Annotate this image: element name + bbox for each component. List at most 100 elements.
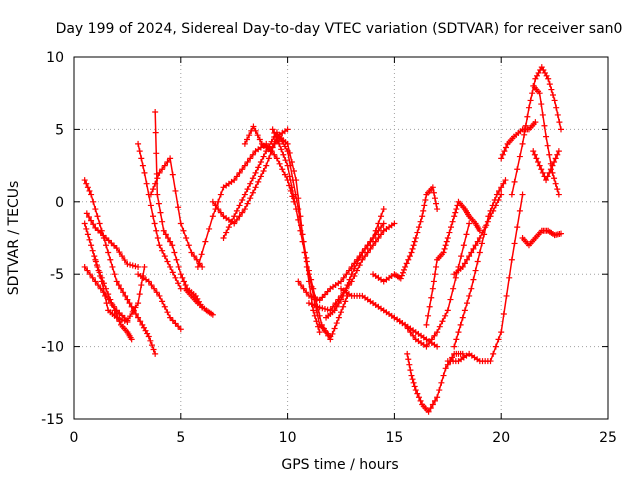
data-point-marker [119, 316, 126, 323]
data-point-marker [244, 136, 251, 143]
data-point-marker [398, 272, 405, 279]
data-point-marker [372, 231, 379, 238]
data-point-marker [442, 312, 449, 319]
data-point-marker [316, 312, 323, 319]
data-point-marker [500, 311, 507, 318]
data-point-marker [308, 301, 315, 308]
data-point-marker [139, 162, 146, 169]
data-point-marker [558, 230, 565, 237]
data-point-marker [154, 175, 161, 182]
data-point-marker [181, 278, 188, 285]
data-point-marker [457, 321, 464, 328]
data-point-marker [431, 271, 438, 278]
data-point-marker [411, 238, 418, 245]
data-point-marker [228, 218, 235, 225]
series-sat-y [451, 177, 509, 350]
data-point-marker [161, 253, 168, 260]
data-point-marker [173, 256, 180, 263]
data-point-marker [436, 323, 443, 330]
data-point-marker [164, 158, 171, 165]
data-point-marker [91, 253, 98, 260]
data-point-marker [478, 240, 485, 247]
data-point-marker [417, 218, 424, 225]
data-point-marker [500, 180, 507, 187]
data-point-marker [316, 329, 323, 336]
data-point-marker [301, 249, 308, 256]
y-tick-label: 0 [55, 195, 64, 211]
data-point-marker [348, 271, 355, 278]
data-point-marker [544, 142, 551, 149]
data-point-marker [116, 249, 123, 256]
data-point-marker [406, 361, 413, 368]
data-point-marker [267, 148, 274, 155]
data-point-marker [324, 288, 331, 295]
series-sat-j [182, 285, 216, 318]
y-tick-label: 5 [55, 122, 64, 138]
data-point-marker [429, 285, 436, 292]
data-point-marker [455, 329, 462, 336]
data-point-marker [154, 235, 161, 241]
data-point-marker [185, 242, 192, 249]
data-point-marker [273, 155, 280, 162]
data-point-marker [476, 235, 483, 241]
data-point-marker [421, 202, 428, 209]
data-point-marker [249, 151, 256, 158]
data-point-marker [378, 224, 385, 231]
data-point-marker [265, 155, 272, 162]
data-point-marker [429, 184, 436, 191]
data-point-marker [94, 213, 101, 220]
data-point-marker [525, 104, 532, 111]
data-point-marker [295, 278, 302, 285]
series-sat-d [83, 210, 142, 270]
data-point-marker [169, 317, 176, 324]
series-sat-q [305, 220, 398, 314]
data-point-marker [284, 177, 291, 184]
data-point-marker [535, 158, 542, 165]
data-point-marker [138, 282, 145, 289]
data-point-marker [183, 235, 190, 241]
data-point-marker [408, 249, 415, 256]
data-point-marker [406, 253, 413, 260]
data-point-marker [127, 261, 134, 268]
data-point-marker [431, 332, 438, 339]
data-point-marker [546, 169, 553, 176]
x-axis-label: GPS time / hours [281, 457, 398, 473]
data-point-marker [558, 126, 565, 133]
data-point-marker [247, 155, 254, 162]
data-point-marker [105, 296, 112, 303]
data-point-marker [274, 137, 281, 144]
data-point-marker [370, 242, 377, 249]
data-point-marker [459, 350, 466, 357]
data-point-marker [442, 365, 449, 372]
series-sat-i [147, 155, 206, 270]
data-point-marker [547, 166, 554, 173]
data-point-marker [521, 131, 528, 138]
y-axis-label: SDTVAR / TECUs [6, 181, 22, 296]
data-point-marker [231, 213, 238, 220]
data-point-marker [111, 271, 118, 278]
data-point-marker [409, 376, 416, 383]
data-point-marker [246, 132, 253, 139]
data-point-marker [279, 166, 286, 173]
data-point-marker [492, 343, 499, 350]
data-point-marker [503, 292, 510, 299]
data-point-marker [367, 238, 374, 245]
data-point-marker [327, 336, 334, 343]
data-point-marker [354, 260, 361, 267]
data-point-marker [167, 314, 174, 321]
data-point-marker [325, 332, 332, 339]
data-point-marker [459, 314, 466, 321]
data-point-marker [484, 218, 491, 225]
data-point-marker [372, 238, 379, 245]
data-point-marker [209, 213, 216, 220]
data-point-marker [490, 350, 497, 357]
grid [74, 57, 608, 419]
data-point-marker [272, 133, 279, 140]
data-point-marker [127, 313, 134, 320]
data-point-marker [415, 224, 422, 231]
data-point-marker [136, 291, 143, 298]
x-tick-label: 20 [492, 430, 510, 446]
data-point-marker [316, 304, 323, 311]
data-point-marker [147, 337, 154, 344]
data-point-marker [321, 291, 328, 298]
